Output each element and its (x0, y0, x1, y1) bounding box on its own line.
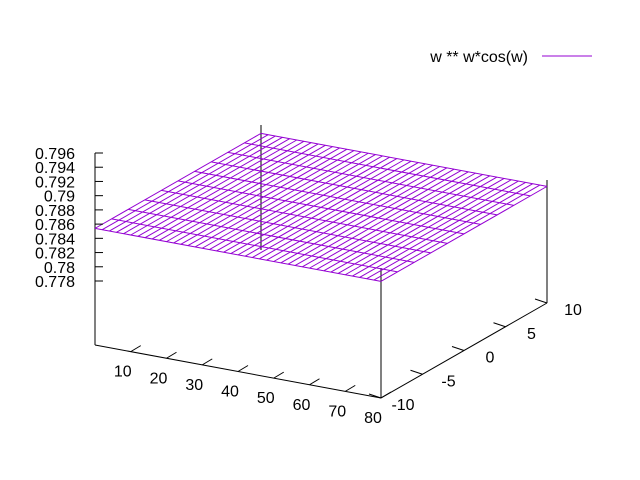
mesh-line-y (101, 134, 269, 231)
x-axis-ticks: 10 20 30 40 50 60 70 80 (114, 345, 392, 427)
mesh-line-y (223, 156, 390, 253)
mesh-line-y (123, 138, 290, 235)
x-tick-mark (237, 365, 249, 372)
mesh-line-y (309, 172, 476, 269)
y-tick-mark (410, 369, 423, 375)
x-tick-mark (344, 384, 356, 392)
mesh-line-y (137, 140, 305, 237)
z-tick-label: 0.784 (35, 231, 75, 248)
mesh-line-y (194, 151, 362, 248)
x-tick-mark (130, 345, 142, 353)
mesh-line-y (380, 185, 548, 282)
y-tick-label: -5 (441, 373, 455, 390)
x-tick-mark (380, 391, 392, 399)
x-tick-label: 70 (328, 403, 346, 420)
mesh-line-y (159, 144, 326, 241)
y-tick-mark (368, 393, 382, 399)
x-tick-label: 60 (293, 397, 311, 414)
z-tick-label: 0.786 (35, 217, 75, 234)
mesh-line-y (273, 166, 440, 262)
mesh-line-y (345, 179, 512, 276)
y-tick-mark (534, 298, 548, 304)
x-tick-mark (166, 351, 177, 359)
mesh-line-y (237, 159, 405, 256)
mesh-line-y (116, 136, 283, 233)
legend-label: w ** w*cos(w) (429, 49, 528, 66)
z-tick-label: 0.794 (35, 160, 75, 177)
y-tick-label: -10 (391, 397, 414, 414)
z-tick-label: 0.79 (44, 189, 75, 206)
x-tick-label: 40 (221, 384, 239, 401)
y-tick-label: 10 (564, 302, 582, 319)
mesh-line-y (180, 148, 348, 245)
mesh-line-y (337, 177, 505, 274)
mesh-line-y (316, 174, 483, 270)
z-axis-ticks: 0.7780.780.7820.7840.7860.7880.790.7920.… (35, 146, 103, 291)
mesh-line-y (280, 167, 448, 264)
mesh-line-y (252, 162, 419, 258)
mesh-line-y (266, 164, 433, 261)
surface-mesh (94, 132, 548, 282)
x-tick-label: 10 (114, 364, 132, 381)
mesh-line-y (202, 152, 369, 249)
mesh-line-y (352, 180, 519, 277)
mesh-line-y (302, 171, 469, 268)
mesh-line-y (287, 168, 455, 265)
y-axis-ticks: -10 -5 0 5 10 (368, 298, 582, 414)
mesh-line-y (187, 150, 355, 247)
z-tick-label: 0.782 (35, 246, 75, 263)
z-tick-label: 0.796 (35, 146, 75, 163)
mesh-line-y (373, 184, 541, 281)
mesh-line-y (166, 146, 333, 243)
mesh-line-y (109, 135, 276, 232)
y-tick-label: 0 (486, 350, 495, 367)
y-tick-label: 5 (527, 326, 536, 343)
x-tick-label: 50 (257, 390, 275, 407)
mesh-line-y (244, 160, 412, 257)
mesh-line-y (173, 147, 340, 244)
y-tick-mark (451, 346, 465, 351)
x-tick-label: 30 (185, 377, 203, 394)
mesh-line-y (294, 170, 462, 266)
x-tick-mark (273, 371, 285, 379)
legend: w ** w*cos(w) (429, 49, 592, 66)
mesh-line-y (230, 158, 398, 254)
mesh-line-y (130, 139, 297, 236)
mesh-line-y (359, 181, 526, 278)
x-tick-mark (201, 358, 213, 366)
mesh-line-y (144, 142, 312, 239)
mesh-line-y (323, 175, 491, 272)
y-tick-mark (493, 322, 506, 328)
mesh-line-y (259, 163, 426, 260)
z-tick-label: 0.78 (44, 260, 75, 277)
mesh-line-y (366, 183, 533, 280)
mesh-line-y (209, 154, 376, 251)
z-tick-label: 0.778 (35, 274, 75, 291)
mesh-line-y (94, 132, 262, 229)
mesh-line-y (330, 176, 498, 273)
z-tick-label: 0.792 (35, 174, 75, 191)
x-tick-label: 80 (364, 410, 382, 427)
x-tick-label: 20 (150, 370, 168, 387)
x-tick-mark (309, 378, 320, 386)
mesh-line-y (151, 143, 319, 240)
mesh-line-y (216, 155, 383, 252)
z-tick-label: 0.788 (35, 203, 75, 220)
